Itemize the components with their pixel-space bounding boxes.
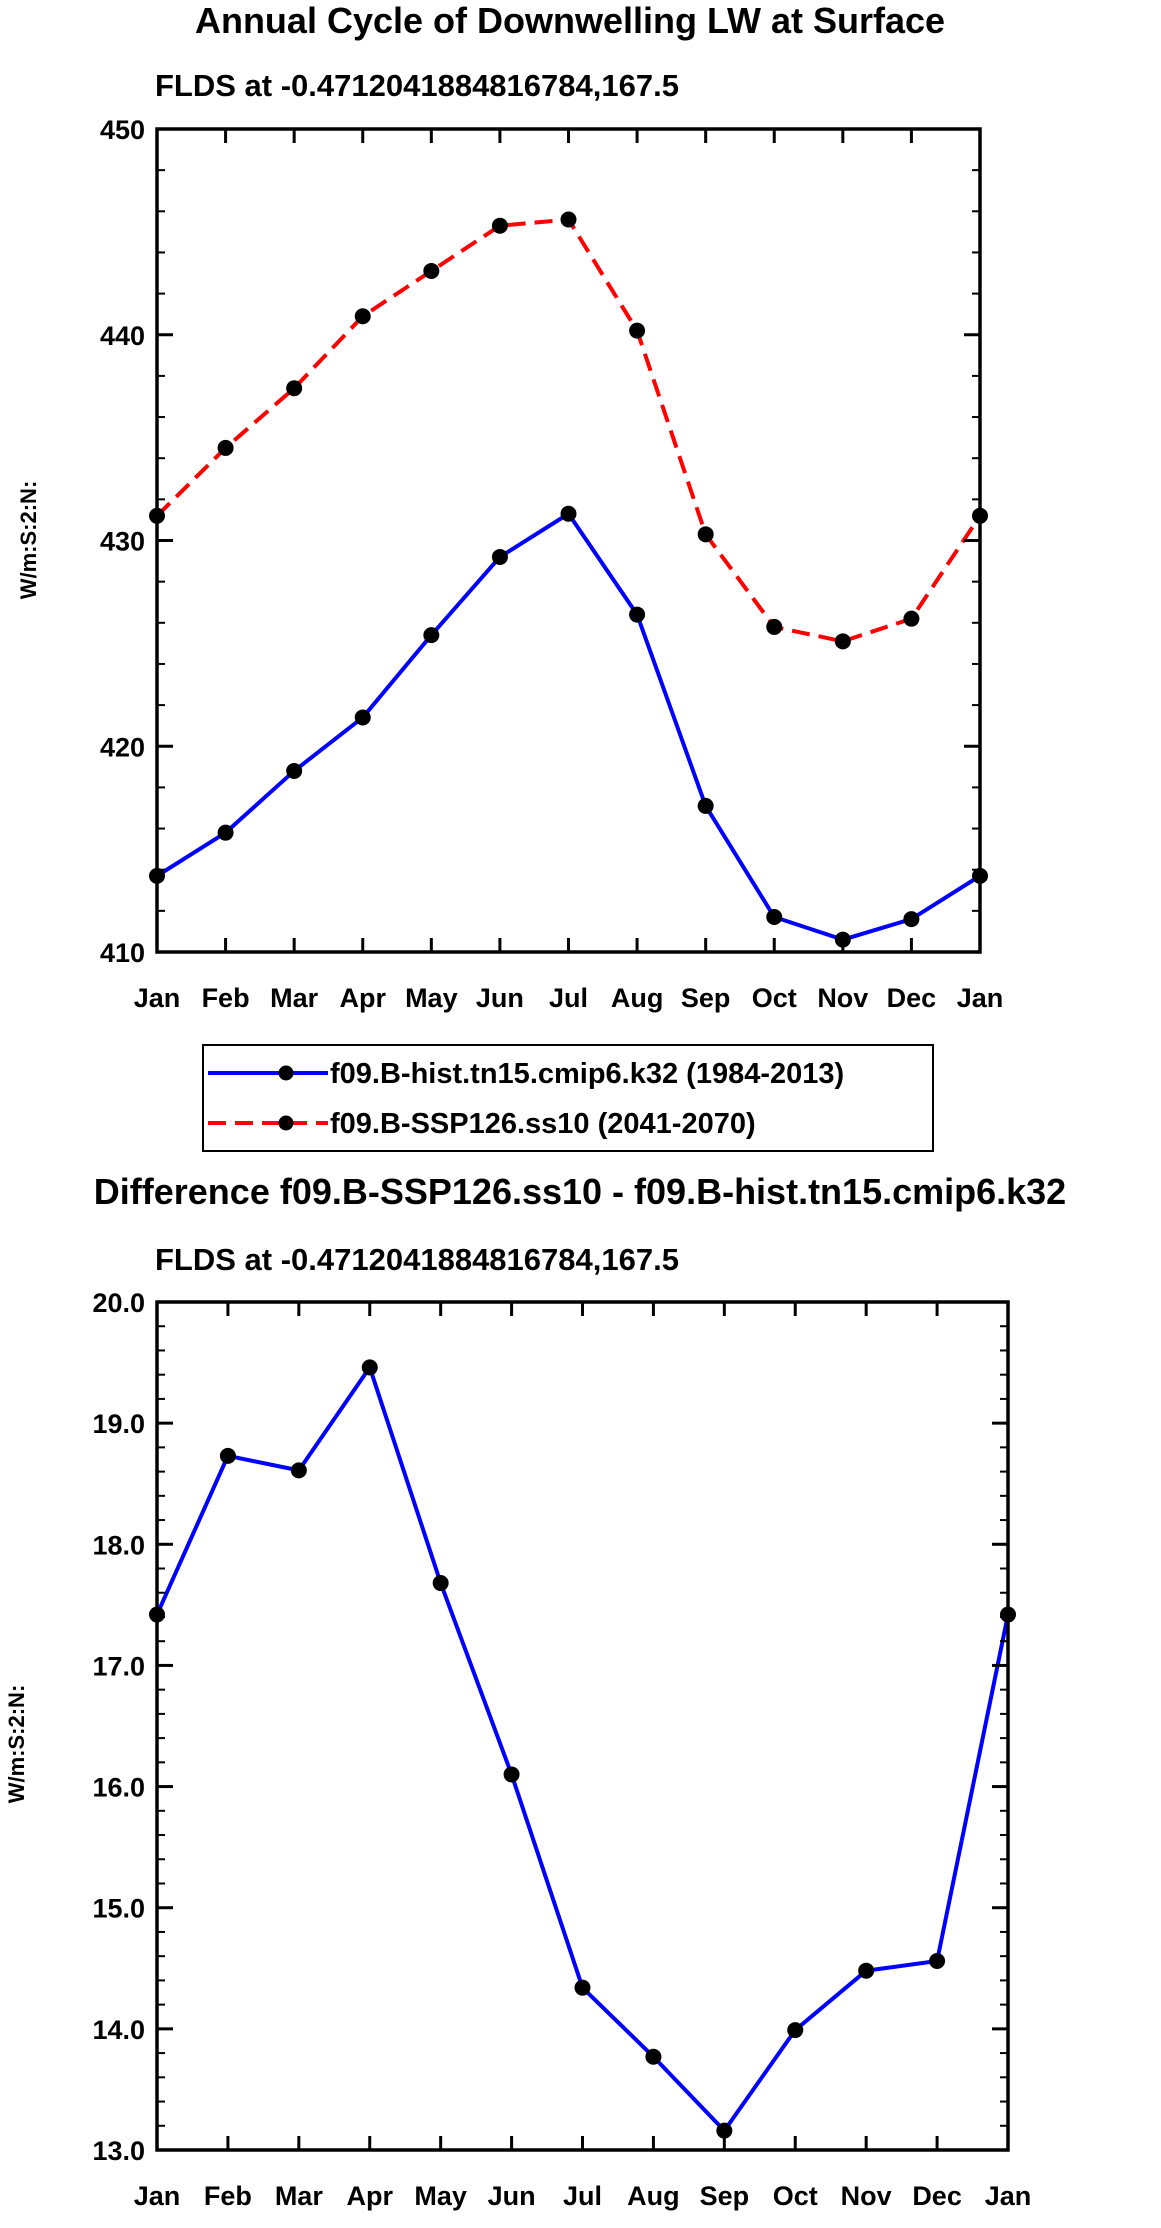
y-tick-label: 20.0 xyxy=(92,1288,145,1318)
data-point xyxy=(354,709,371,726)
y-axis-label: W/m:S:2:N: xyxy=(16,481,41,600)
x-tick-label: Feb xyxy=(204,2181,252,2211)
y-tick-label: 410 xyxy=(100,938,145,968)
x-tick-label: Aug xyxy=(611,983,663,1013)
data-point xyxy=(629,606,646,623)
data-point xyxy=(560,505,577,522)
x-tick-label: Apr xyxy=(347,2181,394,2211)
x-tick-label: Mar xyxy=(275,2181,324,2211)
data-point xyxy=(834,633,851,650)
annual-cycle-chart: Annual Cycle of Downwelling LW at Surfac… xyxy=(16,0,1004,1152)
x-tick-label: Jan xyxy=(957,983,1004,1013)
y-tick-label: 19.0 xyxy=(92,1409,145,1439)
x-tick-label: Nov xyxy=(841,2181,892,2211)
x-tick-label: Jun xyxy=(488,2181,536,2211)
y-tick-label: 18.0 xyxy=(92,1530,145,1560)
y-tick-label: 420 xyxy=(100,732,145,762)
data-point xyxy=(491,548,508,565)
data-point xyxy=(903,610,920,627)
data-point xyxy=(629,322,646,339)
x-tick-label: Sep xyxy=(681,983,731,1013)
x-tick-label: Dec xyxy=(912,2181,962,2211)
legend-marker-ssp xyxy=(278,1115,294,1131)
data-point xyxy=(766,909,783,926)
x-tick-label: May xyxy=(414,2181,467,2211)
data-point xyxy=(491,217,508,234)
y-tick-label: 450 xyxy=(100,115,145,145)
data-point xyxy=(217,439,234,456)
y-tick-label: 430 xyxy=(100,527,145,557)
plot-frame xyxy=(155,1300,1010,2152)
y-tick-label: 440 xyxy=(100,321,145,351)
x-tick-label: Feb xyxy=(202,983,250,1013)
data-point xyxy=(903,911,920,928)
series-line-0 xyxy=(155,1365,1010,2133)
y-tick-label: 16.0 xyxy=(92,1773,145,1803)
y-tick-label: 15.0 xyxy=(92,1894,145,1924)
legend-label-ssp: f09.B-SSP126.ss10 (2041-2070) xyxy=(330,1108,756,1140)
data-point xyxy=(286,762,303,779)
x-tick-label: Jul xyxy=(549,983,588,1013)
y-tick-label: 17.0 xyxy=(92,1651,145,1681)
plot-frame xyxy=(155,127,982,954)
data-point xyxy=(787,2022,804,2039)
data-point xyxy=(766,618,783,635)
x-tick-label: Jul xyxy=(563,2181,602,2211)
y-axis-label: W/m:S:2:N: xyxy=(4,1685,29,1804)
x-tick-label: Oct xyxy=(773,2181,818,2211)
legend: f09.B-hist.tn15.cmip6.k32 (1984-2013) f0… xyxy=(202,1044,934,1152)
difference-chart: Difference f09.B-SSP126.ss10 - f09.B-his… xyxy=(4,1171,1066,2211)
data-point xyxy=(217,824,234,841)
x-tick-label: Dec xyxy=(887,983,937,1013)
x-tick-label: Nov xyxy=(817,983,868,1013)
data-point xyxy=(423,627,440,644)
x-tick-label: May xyxy=(405,983,458,1013)
data-point xyxy=(560,211,577,228)
data-point xyxy=(697,526,714,543)
data-point xyxy=(361,1359,378,1376)
x-tick-label: Jun xyxy=(476,983,524,1013)
data-point xyxy=(423,262,440,279)
chart-subtitle: FLDS at -0.4712041884816784,167.5 xyxy=(155,1242,679,1277)
x-tick-label: Jan xyxy=(134,2181,181,2211)
data-point xyxy=(858,1962,875,1979)
x-tick-label: Aug xyxy=(627,2181,679,2211)
data-point xyxy=(929,1953,946,1970)
data-point xyxy=(697,797,714,814)
chart-title: Difference f09.B-SSP126.ss10 - f09.B-his… xyxy=(94,1171,1066,1212)
data-point xyxy=(432,1575,449,1592)
x-tick-label: Sep xyxy=(700,2181,750,2211)
y-tick-label: 13.0 xyxy=(92,2136,145,2166)
legend-label-hist: f09.B-hist.tn15.cmip6.k32 (1984-2013) xyxy=(330,1058,844,1090)
chart-subtitle: FLDS at -0.4712041884816784,167.5 xyxy=(155,68,679,103)
y-tick-label: 14.0 xyxy=(92,2015,145,2045)
data-point xyxy=(716,2122,733,2139)
data-point xyxy=(286,380,303,397)
chart-title: Annual Cycle of Downwelling LW at Surfac… xyxy=(195,0,945,41)
x-tick-label: Oct xyxy=(752,983,797,1013)
data-point xyxy=(645,2048,662,2065)
series-line-1 xyxy=(155,217,982,644)
data-point xyxy=(503,1766,520,1783)
legend-box xyxy=(202,1044,934,1152)
x-tick-label: Jan xyxy=(134,983,181,1013)
x-tick-label: Mar xyxy=(270,983,319,1013)
x-tick-label: Apr xyxy=(340,983,387,1013)
data-point xyxy=(219,1447,236,1464)
series-line-0 xyxy=(155,511,982,942)
x-tick-label: Jan xyxy=(985,2181,1032,2211)
data-point xyxy=(354,308,371,325)
data-point xyxy=(574,1979,591,1996)
legend-marker-hist xyxy=(278,1065,294,1081)
data-point xyxy=(290,1462,307,1479)
